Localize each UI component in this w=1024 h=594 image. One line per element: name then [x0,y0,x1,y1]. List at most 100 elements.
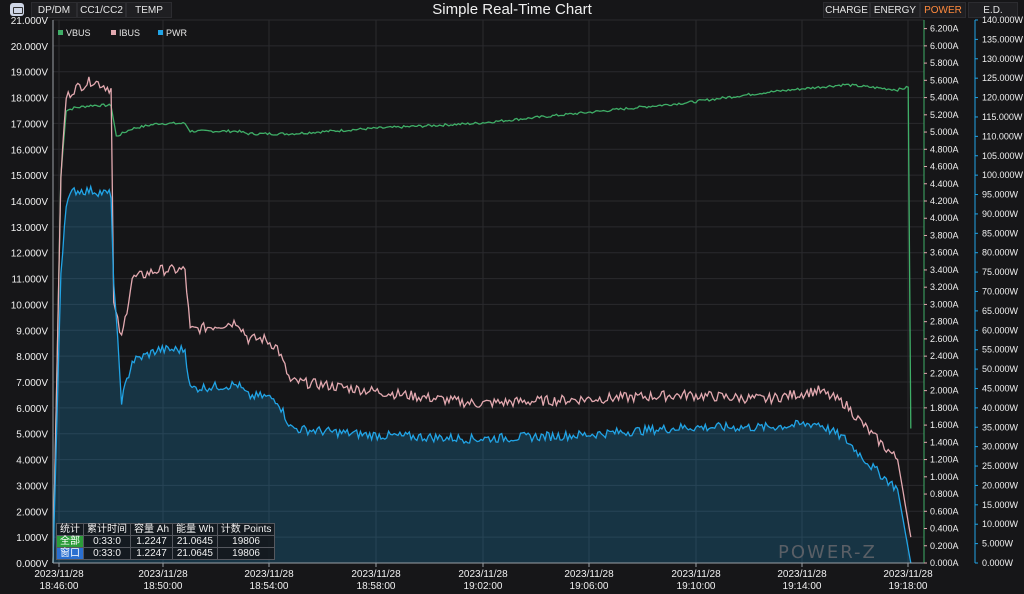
y-left-tick-label: 0.000V [16,559,48,570]
y-right-tick-label: 55.000W [982,345,1019,355]
series-line-vbus [52,83,912,564]
y-left-tick-label: 7.000V [16,378,48,389]
y-right-tick-label: 85.000W [982,228,1019,238]
y-mid-tick-label: 2.600A [930,334,959,344]
stats-cell: 19806 [216,547,276,560]
tab-power[interactable]: POWER [920,2,966,18]
stats-cell: 0:33:0 [83,547,131,560]
y-mid-tick-label: 4.000A [930,213,959,223]
y-right-tick-label: 135.000W [982,34,1024,44]
y-mid-tick-label: 1.400A [930,437,959,447]
stats-header: 容量 Ah [129,523,174,536]
pwr-area [53,186,911,563]
y-right-tick-label: 100.000W [982,170,1024,180]
y-mid-tick-label: 3.200A [930,282,959,292]
y-left-tick-label: 21.000V [11,16,49,27]
x-tick-time: 19:02:00 [464,581,503,592]
tab-dp-dm[interactable]: DP/DM [31,2,77,18]
x-tick-date: 2023/11/28 [777,569,827,580]
y-right-tick-label: 70.000W [982,287,1019,297]
x-tick-time: 18:46:00 [40,581,79,592]
y-left-tick-label: 2.000V [16,507,48,518]
legend-swatch [58,30,63,35]
y-mid-tick-label: 2.800A [930,317,959,327]
app-icon[interactable] [10,3,24,16]
x-tick-date: 2023/11/28 [671,569,721,580]
y-mid-tick-label: 4.400A [930,179,959,189]
x-tick-date: 2023/11/28 [34,569,84,580]
y-mid-tick-label: 6.200A [930,24,959,34]
chart-title: Simple Real-Time Chart [432,1,592,18]
x-tick-date: 2023/11/28 [351,569,401,580]
stats-cell: 0:33:0 [83,535,131,548]
x-tick-date: 2023/11/28 [138,569,188,580]
y-mid-tick-label: 5.400A [930,93,959,103]
y-mid-tick-label: 1.000A [930,472,959,482]
y-mid-tick-label: 1.600A [930,420,959,430]
y-left-tick-label: 5.000V [16,430,48,441]
legend-label: IBUS [119,28,140,38]
y-mid-tick-label: 3.600A [930,248,959,258]
x-tick-date: 2023/11/28 [458,569,508,580]
y-right-tick-label: 105.000W [982,151,1024,161]
tab-energy[interactable]: ENERGY [870,2,920,18]
y-mid-tick-label: 2.200A [930,368,959,378]
tab-cc1-cc2[interactable]: CC1/CC2 [77,2,126,18]
y-right-tick-label: 90.000W [982,209,1019,219]
y-left-tick-label: 9.000V [16,326,48,337]
stats-cell: 1.2247 [129,547,174,560]
y-right-tick-label: 95.000W [982,190,1019,200]
y-right-tick-label: 5.000W [982,539,1014,549]
y-right-tick-label: 120.000W [982,93,1024,103]
x-tick-date: 2023/11/28 [244,569,294,580]
y-left-tick-label: 12.000V [11,249,49,260]
y-mid-tick-label: 1.800A [930,403,959,413]
y-left-tick-label: 10.000V [11,300,49,311]
y-right-tick-label: 50.000W [982,364,1019,374]
x-tick-time: 19:18:00 [889,581,928,592]
y-mid-tick-label: 0.200A [930,541,959,551]
stats-row-window: 窗口 0:33:0 1.2247 21.0645 19806 [56,547,276,560]
plot-background [53,20,924,563]
series-line-ibus [52,76,912,564]
legend-label: PWR [166,28,187,38]
stats-header: 统计 [56,523,84,536]
tab-ed[interactable]: E.D. [968,2,1018,18]
stats-cell: 1.2247 [129,535,174,548]
y-left-tick-label: 17.000V [11,119,49,130]
y-right-tick-label: 60.000W [982,325,1019,335]
chart-legend: VBUS IBUS PWR [58,28,187,38]
y-left-tick-label: 4.000V [16,456,48,467]
legend-label: VBUS [66,28,91,38]
tab-charge[interactable]: CHARGE [823,2,870,18]
y-left-tick-label: 16.000V [11,145,49,156]
y-left-tick-label: 14.000V [11,197,49,208]
legend-swatch [158,30,163,35]
y-right-tick-label: 65.000W [982,306,1019,316]
stats-header-row: 统计 累计时间 容量 Ah 能量 Wh 计数 Points [56,523,276,536]
y-mid-tick-label: 0.800A [930,489,959,499]
tab-temp[interactable]: TEMP [126,2,172,18]
toolbar: DP/DM CC1/CC2 TEMP Simple Real-Time Char… [0,0,1024,20]
y-right-tick-label: 140.000W [982,15,1024,25]
y-mid-tick-label: 6.000A [930,41,959,51]
y-right-tick-label: 25.000W [982,461,1019,471]
stats-cell: 21.0645 [172,535,218,548]
stats-cell: 窗口 [56,547,84,560]
y-right-tick-label: 125.000W [982,73,1024,83]
y-right-tick-label: 10.000W [982,519,1019,529]
y-right-tick-label: 110.000W [982,131,1023,141]
x-tick-time: 18:50:00 [144,581,183,592]
y-mid-tick-label: 2.400A [930,351,959,361]
y-mid-tick-label: 0.600A [930,506,959,516]
stats-cell: 全部 [56,535,84,548]
y-mid-tick-label: 0.000A [930,558,959,568]
x-tick-time: 19:14:00 [783,581,822,592]
y-left-tick-label: 13.000V [11,223,49,234]
y-left-tick-label: 8.000V [16,352,48,363]
y-mid-tick-label: 5.800A [930,58,959,68]
y-mid-tick-label: 0.400A [930,524,959,534]
y-left-tick-label: 18.000V [11,94,49,105]
y-mid-tick-label: 4.600A [930,162,959,172]
